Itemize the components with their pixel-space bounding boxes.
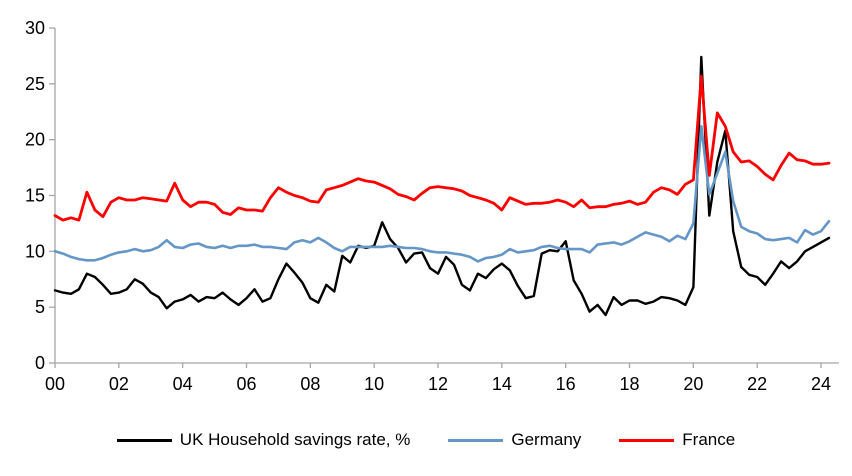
germany-series-line: [53, 125, 831, 263]
y-tick-label: 15: [25, 186, 45, 206]
x-tick-label: 02: [109, 374, 129, 394]
x-tick-label: 06: [236, 374, 256, 394]
legend: UK Household savings rate, % Germany Fra…: [0, 430, 852, 450]
x-tick-label: 10: [364, 374, 384, 394]
x-axis-labels: 00 02 04 06 08 10 12 14 16 18 20 22 24: [45, 374, 831, 394]
x-tick-label: 00: [45, 374, 65, 394]
x-tick-label: 20: [683, 374, 703, 394]
y-tick-label: 10: [25, 241, 45, 261]
y-tick-label: 20: [25, 130, 45, 150]
legend-label-uk: UK Household savings rate, %: [179, 430, 411, 449]
x-tick-label: 16: [556, 374, 576, 394]
x-tick-label: 22: [747, 374, 767, 394]
x-tick-label: 14: [492, 374, 512, 394]
axes: [49, 27, 839, 368]
legend-label-germany: Germany: [511, 430, 582, 449]
germany-line-swatch: [448, 438, 504, 442]
y-tick-label: 5: [35, 297, 45, 317]
y-tick-label: 25: [25, 74, 45, 94]
y-tick-label: 30: [25, 18, 45, 38]
france-series-line: [53, 74, 831, 222]
x-tick-label: 08: [300, 374, 320, 394]
y-axis-labels: 0 5 10 15 20 25 30: [25, 18, 45, 373]
legend-item-uk: UK Household savings rate, %: [116, 430, 411, 450]
x-tick-label: 24: [811, 374, 831, 394]
legend-label-france: France: [682, 430, 736, 449]
y-tick-label: 0: [35, 353, 45, 373]
legend-item-france: France: [619, 430, 735, 450]
x-tick-label: 18: [619, 374, 639, 394]
x-tick-label: 04: [173, 374, 193, 394]
uk-line-swatch: [116, 438, 172, 442]
legend-item-germany: Germany: [448, 430, 581, 450]
france-line-swatch: [619, 438, 675, 442]
x-tick-label: 12: [428, 374, 448, 394]
